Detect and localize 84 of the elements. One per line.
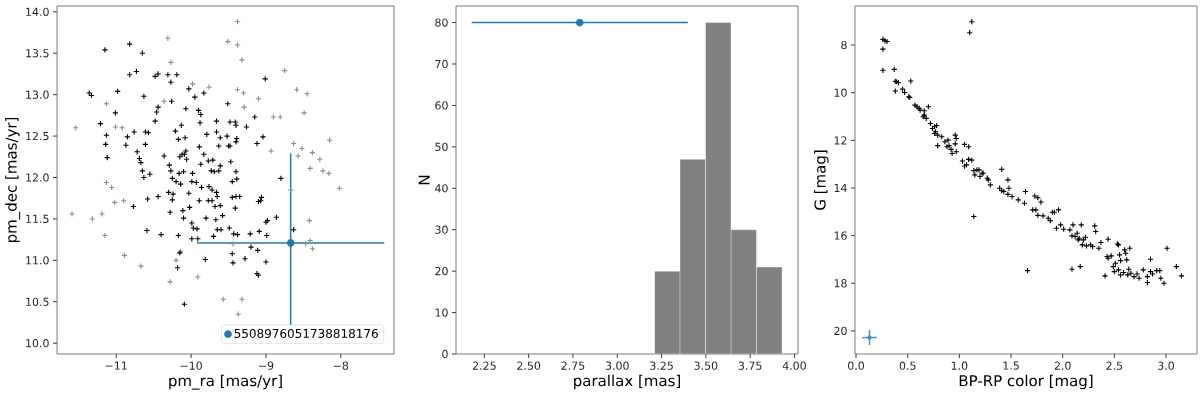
y-tick-label: 13.5 [26,49,49,58]
point [325,170,333,177]
y-tick-label: 11.0 [26,256,49,265]
y-tick-label: 14 [834,183,847,192]
x-axis-title: parallax [mas] [574,374,680,390]
x-tick-label: 3.50 [694,361,718,370]
y-tick-label: 13.0 [26,90,49,99]
x-tick-label: 3.75 [738,361,762,370]
x-tick-label: 2.75 [561,361,585,370]
y-tick-label: 30 [435,225,448,234]
point [194,273,201,281]
point [164,35,171,42]
y-tick-label: 40 [435,184,448,193]
point [241,103,248,111]
x-tick-label: 1.5 [1003,361,1019,370]
y-tick-label: 50 [435,142,448,152]
point [295,152,302,160]
point [287,186,294,194]
x-tick-label: 2.5 [1106,361,1123,370]
point [238,56,246,63]
point [229,240,237,247]
point [301,109,308,117]
point [68,210,76,218]
y-tick-label: 18 [834,279,847,288]
y-tick-label: 8 [841,40,847,50]
y-axis-title: pm_dec [mas/yr] [5,117,21,243]
point [112,123,119,131]
point [270,113,277,121]
y-tick-label: 20 [435,266,448,276]
point [189,80,196,88]
point [319,167,327,175]
x-tick-label: 0.0 [848,361,865,370]
x-tick-label: 2.0 [1054,361,1071,370]
y-tick-label: 0 [442,349,448,359]
point [268,147,275,155]
x-tick-label: −11 [105,361,127,370]
y-tick-label: 70 [435,59,448,69]
y-tick-label: 16 [834,231,847,240]
y-tick-label: 11.5 [26,214,49,224]
x-tick-label: 3.00 [605,361,629,370]
point [166,278,174,286]
y-tick-label: 10.5 [26,297,49,306]
x-tick-label: 3.0 [1158,361,1174,370]
y-axis-title: N [418,175,430,185]
point [98,210,106,218]
x-tick-label: 2.25 [472,361,496,370]
point [172,257,180,264]
point [101,232,109,239]
x-tick-label: −8 [333,361,349,370]
y-tick-label: 12.5 [26,131,49,141]
point [89,215,96,223]
x-axis-title: pm_ra [mas/yr] [169,374,282,390]
point [306,237,314,244]
x-tick-label: 0.5 [899,361,916,370]
y-tick-label: 20 [834,326,847,336]
point [137,263,145,270]
x-axis-title: BP-RP color [mag] [959,374,1093,390]
point [277,113,284,121]
x-tick-label: 2.50 [517,361,541,370]
x-tick-label: −10 [180,361,202,370]
y-tick-label: 10.0 [26,339,49,348]
y-axis-title: G [mag] [814,150,829,210]
point [286,239,295,247]
x-tick-label: 1.0 [951,361,968,370]
y-tick-label: 10 [834,88,847,97]
point [306,165,314,172]
point [316,156,324,163]
point [205,84,213,91]
x-tick-label: −9 [259,361,274,370]
point [240,89,247,97]
x-tick-label: 4.00 [782,361,806,370]
y-tick-label: 14.0 [26,7,49,16]
point [160,98,168,105]
point [303,90,311,97]
point [238,296,246,303]
y-tick-label: 10 [435,308,448,317]
y-tick-label: 12 [834,136,847,145]
x-tick-label: 3.25 [650,361,673,370]
y-tick-label: 60 [435,101,448,110]
legend-label: 5508976051738818176 [234,328,378,339]
y-tick-label: 12.0 [26,173,49,182]
point [298,145,306,152]
point [234,41,241,49]
y-tick-label: 80 [435,18,448,27]
